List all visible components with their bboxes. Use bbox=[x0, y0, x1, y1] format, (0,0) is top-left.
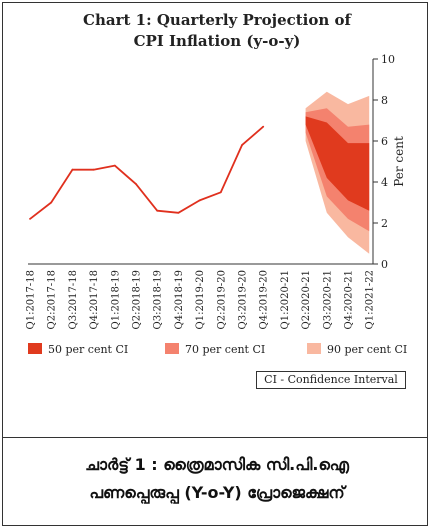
x-tick-label-4: Q4:2017-18 bbox=[89, 270, 100, 329]
divider bbox=[2, 437, 428, 438]
chart-subtitle: CPI Inflation (y-o-y) bbox=[133, 32, 301, 50]
x-tick-label-10: Q2:2019-20 bbox=[216, 270, 227, 329]
x-tick-label-16: Q4:2020-21 bbox=[344, 270, 355, 329]
caption-line-2: പണപ്പെരുപ്പ (Y-o-Y) പ്രോജെക്ഷന് bbox=[89, 483, 345, 502]
legend-label-70: 70 per cent CI bbox=[185, 343, 266, 356]
y-tick-label-6: 6 bbox=[381, 135, 388, 148]
x-tick-label-13: Q1:2020-21 bbox=[280, 270, 291, 329]
y-tick-label-2: 2 bbox=[381, 217, 388, 230]
y-tick-label-4: 4 bbox=[381, 176, 388, 189]
y-tick-label-0: 0 bbox=[381, 258, 388, 271]
legend-label-90: 90 per cent CI bbox=[327, 343, 408, 356]
x-tick-label-7: Q3:2018-19 bbox=[153, 270, 164, 329]
ci-note: CI - Confidence Interval bbox=[256, 371, 406, 389]
data-point-3 bbox=[71, 168, 74, 171]
x-tick-label-6: Q2:2018-19 bbox=[132, 270, 143, 329]
x-tick-label-9: Q1:2019-20 bbox=[195, 270, 206, 329]
data-point-4 bbox=[92, 168, 95, 171]
data-point-8 bbox=[177, 211, 180, 214]
data-point-5 bbox=[113, 164, 116, 167]
x-tick-label-14: Q2:2020-21 bbox=[301, 270, 312, 329]
data-point-12 bbox=[262, 125, 265, 128]
x-tick-label-3: Q3:2017-18 bbox=[68, 270, 79, 329]
chart-title: Chart 1: Quarterly Projection of bbox=[83, 11, 351, 29]
chart-plot: 0 2 4 6 8 10 Per cent Q1:2017-18 Q2:2017-18 Q3:20… bbox=[26, 53, 407, 329]
chart-title-block: Chart 1: Quarterly Projection of CPI Inf… bbox=[0, 10, 434, 52]
legend-item-70: 70 per cent CI bbox=[165, 343, 265, 356]
legend-swatch-70 bbox=[165, 343, 179, 354]
caption-line-1: ചാര്‍ട്ട് 1 : ത്രൈമാസിക സി.പി.ഐ bbox=[85, 455, 349, 474]
x-tick-label-1: Q1:2017-18 bbox=[26, 270, 37, 329]
legend-swatch-50 bbox=[28, 343, 42, 354]
legend-item-90: 90 per cent CI bbox=[307, 343, 407, 356]
legend-item-50: 50 per cent CI bbox=[28, 343, 128, 356]
y-axis-label: Per cent bbox=[392, 136, 406, 187]
x-tick-label-15: Q3:2020-21 bbox=[322, 270, 333, 329]
data-point-1 bbox=[29, 218, 31, 220]
data-point-2 bbox=[50, 201, 53, 204]
chart-frame bbox=[2, 2, 428, 526]
y-tick-label-10: 10 bbox=[381, 53, 395, 66]
legend-swatch-90 bbox=[307, 343, 321, 354]
data-point-10 bbox=[219, 191, 222, 194]
caption: ചാര്‍ട്ട് 1 : ത്രൈമാസിക സി.പി.ഐ പണപ്പെരു… bbox=[0, 451, 434, 507]
data-point-7 bbox=[156, 209, 159, 212]
series-line-cpi bbox=[29, 126, 264, 220]
data-point-9 bbox=[198, 199, 201, 202]
data-point-11 bbox=[241, 144, 243, 147]
legend-label-50: 50 per cent CI bbox=[48, 343, 129, 356]
x-tick-label-8: Q4:2018-19 bbox=[174, 270, 185, 329]
y-tick-label-8: 8 bbox=[381, 94, 388, 107]
x-tick-label-17: Q1:2021-22 bbox=[365, 270, 376, 329]
ci-band-50 bbox=[305, 116, 370, 211]
x-tick-label-12: Q4:2019-20 bbox=[259, 270, 270, 329]
x-tick-label-11: Q3:2019-20 bbox=[238, 270, 249, 329]
x-tick-label-5: Q1:2018-19 bbox=[110, 270, 121, 329]
data-point-6 bbox=[135, 183, 137, 185]
x-tick-label-2: Q2:2017-18 bbox=[47, 270, 58, 329]
